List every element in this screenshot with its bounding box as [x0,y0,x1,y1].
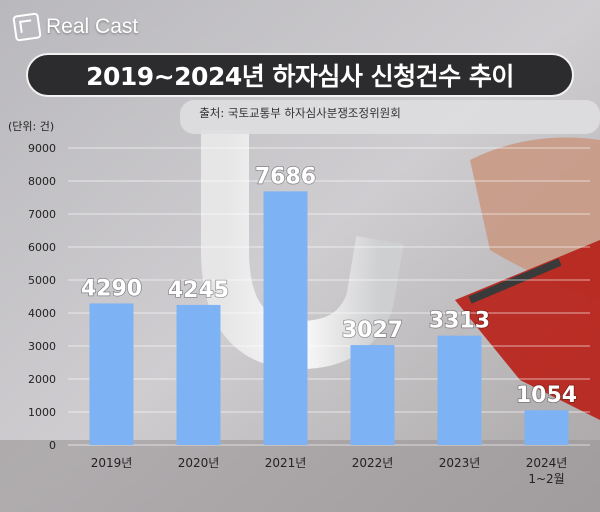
brand-logo: Real Cast [12,12,139,42]
y-tick-label: 5000 [28,274,56,287]
category-label: 2023년 [439,456,481,470]
y-tick-label: 7000 [28,208,56,221]
chart-title-text: 2019~2024년 하자심사 신청건수 추이 [86,62,514,91]
bar-value-label: 3027 [342,318,403,343]
y-tick-label: 1000 [28,406,56,419]
y-tick-label: 4000 [28,307,56,320]
unit-label: (단위: 건) [8,120,54,133]
category-label: 2020년 [178,456,220,470]
bar-value-label: 4290 [81,276,142,301]
y-tick-label: 6000 [28,241,56,254]
category-label: 1~2월 [528,472,564,486]
bar-value-label: 7686 [255,164,316,189]
category-label: 2022년 [352,456,394,470]
bar [524,410,569,445]
y-tick-label: 9000 [28,142,56,155]
y-tick-label: 8000 [28,175,56,188]
bar [263,191,308,445]
y-tick-label: 3000 [28,340,56,353]
bar [176,304,221,445]
bar-value-label: 1054 [516,383,577,408]
y-tick-label: 0 [49,439,56,452]
category-label: 2021년 [265,456,307,470]
category-label: 2019년 [91,456,133,470]
bar [350,345,395,445]
bar [89,303,134,445]
bar [437,335,482,445]
source-note: 출처: 국토교통부 하자심사분쟁조정위원회 [199,106,401,120]
brand-name: Real Cast [46,15,139,38]
category-label: 2024년 [526,456,568,470]
bar-value-label: 4245 [168,278,229,303]
bar-value-label: 3313 [429,309,490,334]
y-tick-label: 2000 [28,373,56,386]
chart-title: 2019~2024년 하자심사 신청건수 추이 [26,53,574,97]
